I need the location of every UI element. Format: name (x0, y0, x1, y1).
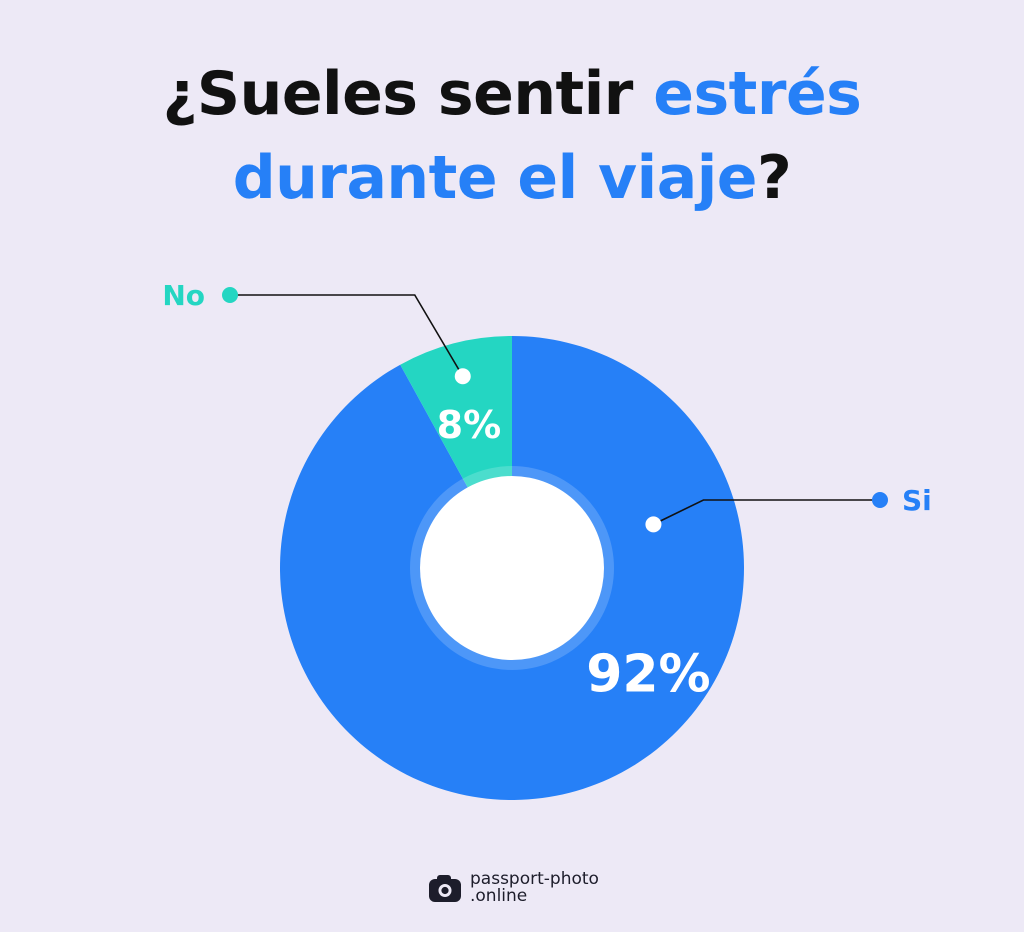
anchor-dot-no (454, 368, 471, 385)
leader-line-no (230, 294, 464, 377)
legend-dot-si (872, 492, 888, 508)
slice-labels-group: 92% 8% (437, 403, 711, 704)
brand-logo: passport-photo .online (428, 868, 599, 908)
brand-line-1: passport-photo (470, 869, 599, 889)
donut-hole (420, 476, 604, 660)
title-highlight-2: durante el viaje (232, 143, 758, 213)
legend-label-si: Si (902, 484, 932, 517)
anchor-dot-si (645, 516, 662, 533)
legend-dot-no (222, 287, 238, 303)
title-line-2: durante el viaje? (0, 136, 1024, 220)
value-label-no: 8% (437, 403, 502, 447)
callouts-group: Si No (162, 279, 932, 533)
value-label-si: 92% (586, 644, 710, 704)
title-question-mark: ? (756, 143, 792, 213)
title-line-1: ¿Sueles sentir estrés (0, 52, 1024, 136)
brand-line-2: .online (470, 886, 528, 906)
brand-name: passport-photo .online (470, 871, 599, 905)
leader-line-si (653, 499, 880, 526)
legend-label-no: No (162, 279, 205, 312)
title-highlight-1: estrés (653, 59, 862, 129)
title-text-1: ¿Sueles sentir (162, 59, 654, 129)
camera-icon (429, 875, 461, 902)
chart-title: ¿Sueles sentir estrés durante el viaje? (0, 52, 1024, 220)
